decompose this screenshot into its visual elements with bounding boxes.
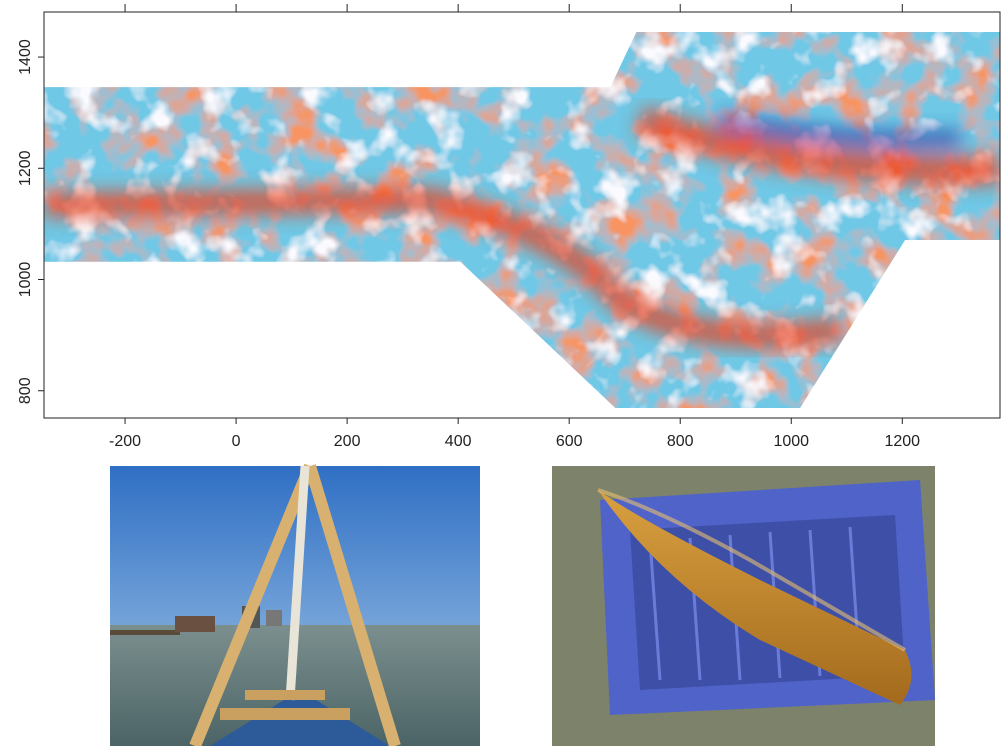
anomaly-bands: [44, 105, 1000, 349]
anomaly: [44, 186, 842, 349]
y-tick-label: 1000: [17, 262, 34, 298]
x-tick-label: 1200: [884, 433, 920, 450]
x-tick-label: 1000: [773, 433, 809, 450]
plot-area: [44, 32, 1000, 408]
x-tick-label: 200: [334, 433, 361, 450]
y-tick-label: 800: [17, 377, 34, 404]
x-tick-label: -200: [109, 433, 141, 450]
y-tick-label: 1200: [17, 150, 34, 186]
x-tick-label: 400: [445, 433, 472, 450]
survey-field: [44, 32, 1000, 408]
y-tick-label: 1400: [17, 39, 34, 75]
anomaly: [718, 112, 961, 148]
photo-shell: [552, 466, 935, 746]
anomaly: [635, 105, 1000, 186]
plot-frame: [43, 11, 1001, 419]
photo-boat: [110, 463, 480, 749]
x-tick-label: 800: [667, 433, 694, 450]
x-tick-label: 0: [232, 433, 241, 450]
x-tick-label: 600: [556, 433, 583, 450]
